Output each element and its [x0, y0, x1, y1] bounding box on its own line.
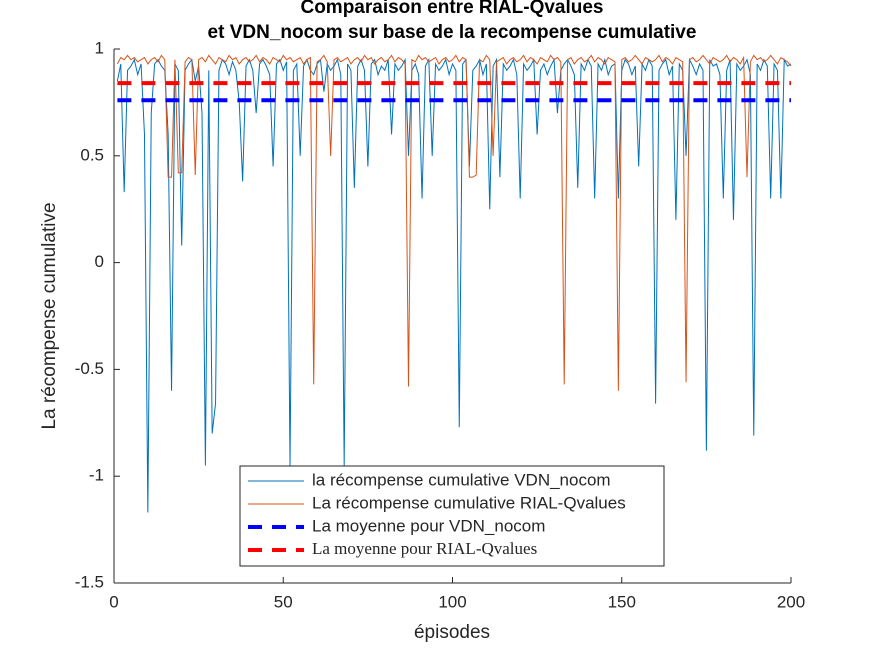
legend-label: La moyenne pour VDN_nocom: [312, 516, 545, 535]
y-tick-label: 1: [95, 38, 104, 57]
data-line: [116, 57, 792, 513]
x-tick-label: 100: [438, 592, 466, 611]
chart-title: Comparaison entre RIAL-Qvalues: [300, 0, 603, 18]
chart-title: et VDN_nocom sur base de la recompense c…: [208, 22, 697, 43]
y-tick-label: 0: [95, 252, 104, 271]
data-line: [116, 54, 792, 391]
x-axis-label: épisodes: [414, 622, 490, 643]
legend-box: [239, 465, 665, 567]
x-tick-label: 0: [109, 592, 118, 611]
x-tick-label: 200: [777, 592, 805, 611]
y-tick-label: -1: [89, 466, 104, 485]
y-tick-label: -1.5: [75, 572, 104, 591]
legend-label: la récompense cumulative VDN_nocom: [312, 470, 611, 489]
y-axis-label: La récompense cumulative: [39, 202, 60, 429]
y-tick-label: -0.5: [75, 359, 104, 378]
y-tick-label: 0.5: [80, 145, 104, 164]
legend-label: La moyenne pour RIAL-Qvalues: [312, 539, 537, 558]
x-tick-label: 50: [274, 592, 293, 611]
x-tick-label: 150: [608, 592, 636, 611]
legend-label: La récompense cumulative RIAL-Qvalues: [312, 493, 626, 512]
